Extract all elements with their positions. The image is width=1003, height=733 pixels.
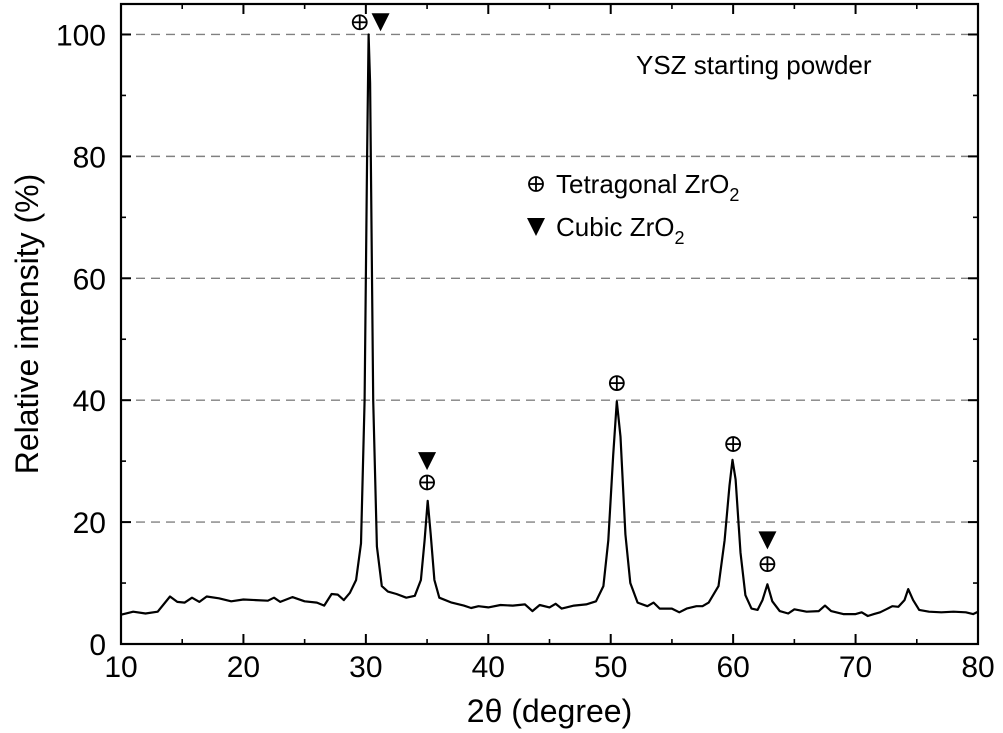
x-tick-label: 40 <box>472 651 505 684</box>
tetragonal-marker <box>759 556 776 573</box>
legend-label: Tetragonal ZrO2 <box>556 169 739 205</box>
y-tick-label: 40 <box>73 385 106 418</box>
series-layer <box>120 33 979 618</box>
tetragonal-marker <box>351 14 368 31</box>
peak-markers <box>351 13 777 573</box>
tetragonal-marker <box>725 436 742 452</box>
x-tick-label: 30 <box>349 651 382 684</box>
tick-labels: 10 20 30 40 50 60 70 80 0 20 40 60 80 100 <box>56 19 995 684</box>
x-tick-label: 60 <box>716 651 749 684</box>
cubic-marker <box>758 531 777 550</box>
legend: Tetragonal ZrO2 Cubic ZrO2 <box>527 169 739 248</box>
x-tick-label: 50 <box>594 651 627 684</box>
x-axis-title: 2θ (degree) <box>467 693 632 729</box>
grid-lines <box>121 33 978 523</box>
y-axis-title: Relative intensity (%) <box>9 174 45 475</box>
tetragonal-marker <box>608 375 625 392</box>
y-tick-label: 60 <box>73 263 106 296</box>
x-tick-label: 80 <box>961 651 994 684</box>
x-tick-label: 70 <box>839 651 872 684</box>
legend-label: Cubic ZrO2 <box>556 212 684 248</box>
x-tick-label: 10 <box>104 651 137 684</box>
sample-annotation: YSZ starting powder <box>636 50 872 80</box>
y-tick-label: 0 <box>89 629 106 662</box>
axis-ticks <box>120 4 979 645</box>
x-tick-label: 20 <box>227 651 260 684</box>
y-tick-label: 20 <box>73 507 106 540</box>
series-line-xrd-pattern <box>120 33 979 618</box>
cubic-marker <box>418 452 437 471</box>
legend-cubic-marker <box>527 218 545 236</box>
cubic-marker <box>371 13 390 32</box>
plot-frame <box>119 2 980 646</box>
y-tick-label: 80 <box>73 141 106 174</box>
tetragonal-marker <box>419 474 435 491</box>
y-tick-label: 100 <box>56 19 106 52</box>
legend-tetragonal-marker <box>528 176 544 192</box>
